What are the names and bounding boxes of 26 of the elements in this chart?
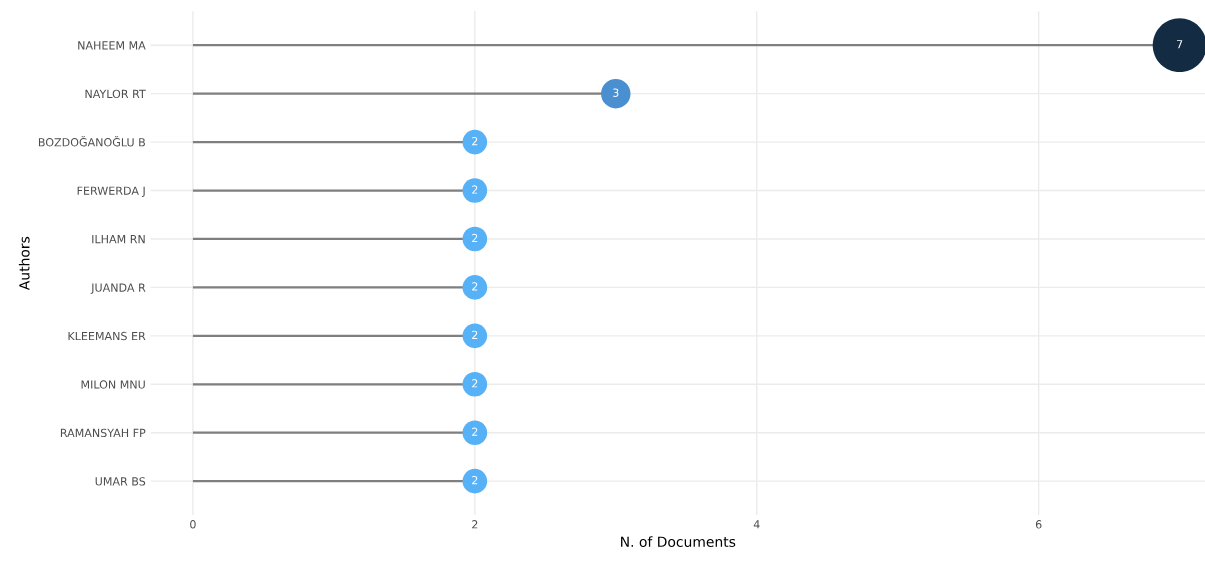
data-label: 2 — [472, 427, 478, 436]
data-label: 7 — [1177, 40, 1183, 49]
data-label: 2 — [472, 379, 478, 388]
data-label: 2 — [472, 233, 478, 243]
x-tick-label: 6 — [1035, 520, 1042, 529]
data-label: 2 — [472, 282, 478, 291]
y-tick-label: UMAR BS — [95, 477, 146, 486]
y-tick-label: MILON MNU — [81, 380, 145, 389]
y-tick-label: JUANDA R — [90, 283, 146, 294]
data-label: 2 — [472, 330, 478, 339]
data-label: 3 — [613, 88, 619, 97]
x-tick-label: 0 — [190, 520, 196, 529]
y-tick-label: RAMANSYAH FP — [60, 428, 146, 438]
y-tick-label: NAYLOR RT — [85, 89, 146, 99]
y-axis-title: Authors — [18, 236, 30, 291]
data-label: 2 — [472, 475, 478, 485]
data-label: 2 — [472, 136, 478, 146]
y-tick-label: KLEEMANS ER — [68, 331, 146, 341]
x-tick-label: 2 — [472, 520, 478, 529]
y-tick-label: NAHEEM MA — [78, 41, 146, 50]
x-axis-title: N. of Documents — [621, 536, 736, 547]
data-label: 2 — [472, 185, 478, 194]
y-tick-label: FERWERDA J — [77, 186, 145, 197]
x-tick-label: 4 — [753, 520, 760, 529]
y-tick-label: BOZDOĞANOĞLU B — [38, 136, 145, 147]
y-tick-label: ILHAM RN — [92, 235, 145, 244]
